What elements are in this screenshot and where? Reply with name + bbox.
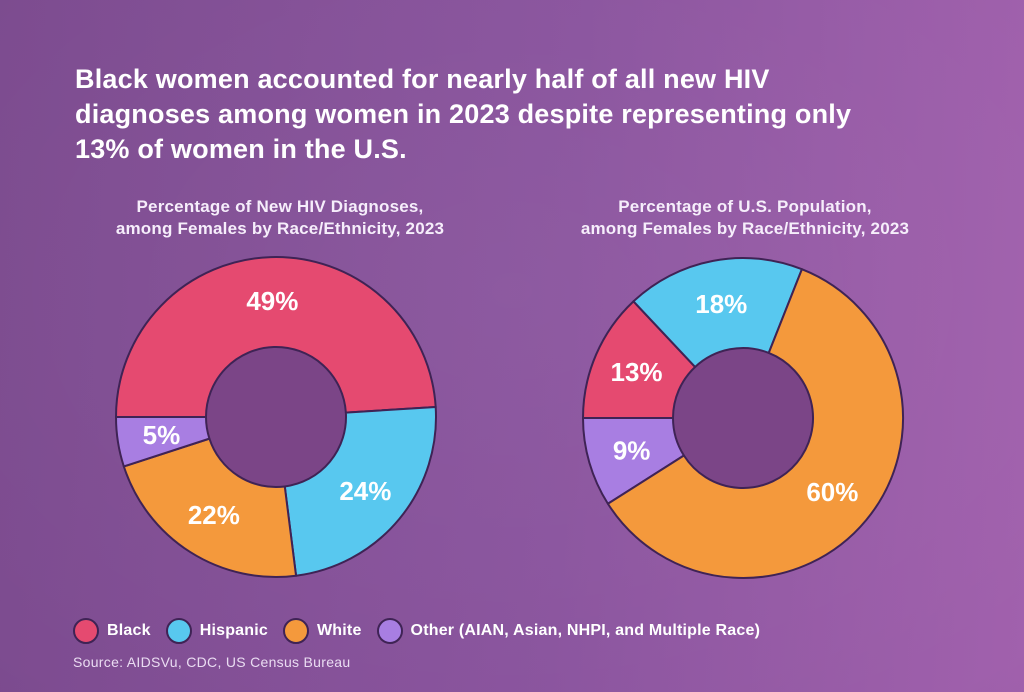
page-title-line-3: 13% of women in the U.S. bbox=[75, 134, 407, 164]
legend-item-hispanic: Hispanic bbox=[165, 618, 268, 644]
page-title-line-2: diagnoses among women in 2023 despite re… bbox=[75, 99, 852, 129]
legend-swatch-hispanic bbox=[165, 618, 192, 644]
legend-label-other: Other (AIAN, Asian, NHPI, and Multiple R… bbox=[410, 622, 761, 639]
donut-chart-hiv-diagnoses: 49% 24% 22% 5% bbox=[115, 256, 437, 578]
chart-title-hiv-diagnoses: Percentage of New HIV Diagnoses, among F… bbox=[75, 196, 485, 240]
legend-swatch-white bbox=[283, 618, 309, 644]
legend-item-white: White bbox=[283, 618, 362, 644]
donut-chart-us-population: 9% 13% 18% 60% bbox=[582, 257, 904, 579]
page-title-line-1: Black women accounted for nearly half of… bbox=[75, 64, 770, 94]
segment-value-label: 24% bbox=[339, 476, 391, 506]
legend-label-black: Black bbox=[107, 622, 151, 639]
legend-label-hispanic: Hispanic bbox=[199, 622, 268, 639]
donut-hole bbox=[673, 348, 813, 488]
segment-value-label: 5% bbox=[143, 420, 181, 450]
chart-title-us-population-line-1: Percentage of U.S. Population, bbox=[618, 197, 872, 216]
legend-item-black: Black bbox=[73, 618, 151, 644]
donut-hole bbox=[206, 347, 346, 487]
chart-title-us-population: Percentage of U.S. Population, among Fem… bbox=[540, 196, 950, 240]
segment-value-label: 9% bbox=[613, 435, 651, 465]
legend-label-white: White bbox=[317, 622, 362, 639]
source-citation: Source: AIDSVu, CDC, US Census Bureau bbox=[73, 654, 351, 670]
segment-value-label: 18% bbox=[695, 289, 747, 319]
donut-segment-other bbox=[115, 416, 211, 468]
donut-segment-hispanic bbox=[632, 257, 803, 368]
chart-title-hiv-diagnoses-line-1: Percentage of New HIV Diagnoses, bbox=[136, 197, 424, 216]
donut-segment-black bbox=[115, 256, 437, 418]
legend: Black Hispanic White Other (AIAN, Asian,… bbox=[73, 618, 760, 644]
chart-title-hiv-diagnoses-line-2: among Females by Race/Ethnicity, 2023 bbox=[115, 219, 445, 238]
donut-segment-white bbox=[122, 437, 298, 578]
donut-segment-white bbox=[606, 268, 904, 579]
segment-value-label: 60% bbox=[806, 477, 858, 507]
page-title: Black women accounted for nearly half of… bbox=[75, 62, 851, 167]
legend-swatch-other bbox=[376, 618, 403, 644]
chart-title-us-population-line-2: among Females by Race/Ethnicity, 2023 bbox=[580, 219, 910, 238]
legend-swatch-black bbox=[73, 618, 99, 644]
segment-value-label: 13% bbox=[611, 357, 663, 387]
legend-item-other: Other (AIAN, Asian, NHPI, and Multiple R… bbox=[376, 618, 761, 644]
segment-value-label: 22% bbox=[188, 500, 240, 530]
donut-segment-hispanic bbox=[283, 405, 437, 577]
segment-value-label: 49% bbox=[246, 286, 298, 316]
